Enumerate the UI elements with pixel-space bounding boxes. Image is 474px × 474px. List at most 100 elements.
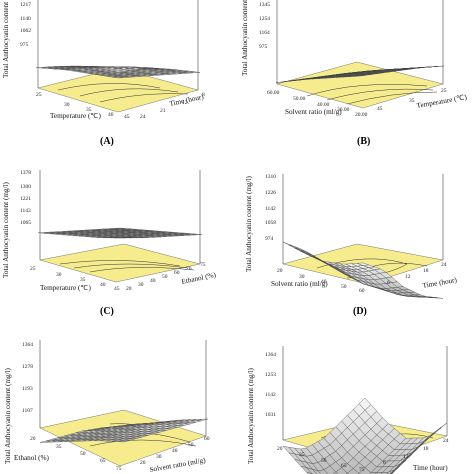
panel-f-surface: [282, 397, 448, 474]
x-axis-label: Temperature (℃): [40, 284, 91, 292]
contour-line: [89, 439, 197, 447]
y-tick-label: 30: [138, 282, 144, 288]
y-tick-label: 50: [321, 458, 327, 464]
x-tick-label: 6: [383, 460, 386, 466]
x-tick-label: 20.00: [355, 112, 368, 118]
panel-f: 1364 1253 1142 1031 Total Anthocyanin co…: [247, 346, 449, 474]
z-tick-label: 1364: [265, 352, 276, 358]
z-axis-label: Total Anthocyanin content (mg/l): [2, 181, 10, 278]
contour-line: [89, 267, 195, 273]
x-tick-label: 40: [108, 112, 114, 118]
x-tick-label: 18: [423, 446, 429, 452]
z-tick-label: 1142: [265, 392, 276, 398]
y-tick-label: 35: [409, 98, 415, 104]
z-tick-label: 1378: [20, 170, 31, 176]
y-axis-label: Temperature (℃): [416, 93, 468, 110]
x-tick-label: 20: [30, 436, 36, 442]
x-tick-label: 60: [359, 288, 365, 294]
x-axis-label: Solvent ratio (ml/g): [271, 280, 328, 288]
panel-c-floor: [39, 243, 201, 283]
contour-line: [57, 83, 161, 91]
x-tick-label: 30: [56, 272, 62, 278]
panel-c-surface: [37, 227, 203, 239]
panel-label: (B): [357, 136, 370, 147]
x-tick-label: 35: [56, 444, 62, 450]
panel-d: 1310 1226 1142 1058 974 Total Anthocyani…: [245, 174, 458, 317]
x-tick-label: 65: [100, 458, 106, 464]
y-tick-label: 40: [150, 278, 156, 284]
surface-facet: [347, 468, 360, 474]
z-tick-label: 1278: [22, 364, 33, 370]
z-tick-label: 1065: [20, 220, 31, 226]
z-tick-label: 974: [265, 236, 274, 242]
z-tick-label: 1140: [20, 16, 31, 22]
y-tick-label: 60: [174, 270, 180, 276]
y-tick-label: 45: [377, 106, 383, 112]
x-tick-label: 40: [100, 282, 106, 288]
surface-facet: [317, 469, 329, 474]
x-axis-label: Time (hour): [413, 464, 448, 472]
x-tick-label: 75: [116, 466, 122, 472]
panel-label: (D): [353, 306, 367, 317]
y-tick-label: 12: [182, 100, 188, 106]
z-axis-label: Total Anthocyanin content: [241, 0, 249, 76]
x-tick-label: 30.00: [337, 107, 350, 113]
x-tick-label: 24: [443, 438, 449, 444]
y-tick-label: 25: [441, 88, 447, 94]
z-tick-label: 1254: [259, 16, 270, 22]
x-tick-label: 45: [124, 114, 130, 120]
z-tick-label: 1193: [22, 386, 33, 392]
panel-a-floor: [37, 67, 199, 113]
x-tick-label: 45: [114, 286, 120, 292]
panel-a: 1217 1140 1062 975 Total Anthocyanin con…: [2, 0, 205, 147]
y-tick-label: 18: [423, 268, 429, 274]
panel-b-floor: [276, 61, 444, 109]
x-tick-label: 40.00: [317, 102, 330, 108]
x-tick-label: 60.00: [267, 90, 280, 96]
z-tick-label: 1253: [265, 372, 276, 378]
panel-c: 1378 1300 1221 1143 1065 Total Anthocyan…: [2, 170, 217, 317]
contour-line: [73, 263, 189, 269]
x-axis-label: Temperature (℃): [50, 112, 101, 120]
contour-line: [79, 88, 179, 97]
y-tick-label: 35: [299, 452, 305, 458]
y-tick-label: 24: [140, 114, 146, 120]
z-tick-label: 1217: [20, 2, 31, 8]
z-axis-label: Total Anthocyanin content (mg/l): [247, 367, 255, 464]
z-axis-label: Total Anthocyanin content (mg/l): [245, 175, 253, 272]
z-tick-label: 1310: [265, 174, 276, 180]
y-tick-label: 40: [172, 448, 178, 454]
y-tick-label: 30: [156, 454, 162, 460]
z-tick-label: 1300: [20, 184, 31, 190]
contour-line: [59, 260, 181, 267]
z-tick-label: 1226: [265, 190, 276, 196]
panel-d-surface: [282, 241, 444, 299]
panel-label: (C): [100, 306, 114, 317]
x-tick-label: 25: [30, 266, 36, 272]
z-axis-label: Total Anthocyanin content: [2, 2, 10, 78]
surface-facet: [391, 471, 395, 474]
z-tick-label: 1142: [265, 206, 276, 212]
y-tick-label: 21: [160, 108, 166, 114]
y-axis-label: Ethanol (%): [181, 271, 217, 286]
x-tick-label: 50: [80, 451, 86, 457]
y-tick-label: 8: [202, 92, 205, 98]
z-tick-label: 1058: [265, 220, 276, 226]
z-tick-label: 975: [259, 44, 268, 50]
x-tick-label: 25: [36, 92, 42, 98]
surface-facet: [353, 71, 367, 73]
z-axis-label: Total Anthocyanin content (mg/l): [4, 367, 12, 464]
x-tick-label: 20: [277, 268, 283, 274]
surface-facet: [386, 469, 395, 474]
x-tick-label: 50.00: [293, 96, 306, 102]
y-tick-label: 20: [277, 446, 283, 452]
panel-e: 1364 1278 1193 1107 Total Anthocyanin co…: [4, 340, 210, 474]
z-tick-label: 1107: [22, 408, 33, 414]
x-tick-label: 30: [64, 102, 70, 108]
z-tick-label: 1221: [20, 196, 31, 202]
y-tick-label: 75: [200, 262, 206, 268]
x-tick-label: 40: [321, 279, 327, 285]
z-tick-label: 1062: [20, 28, 31, 34]
surface-facet: [112, 69, 124, 73]
